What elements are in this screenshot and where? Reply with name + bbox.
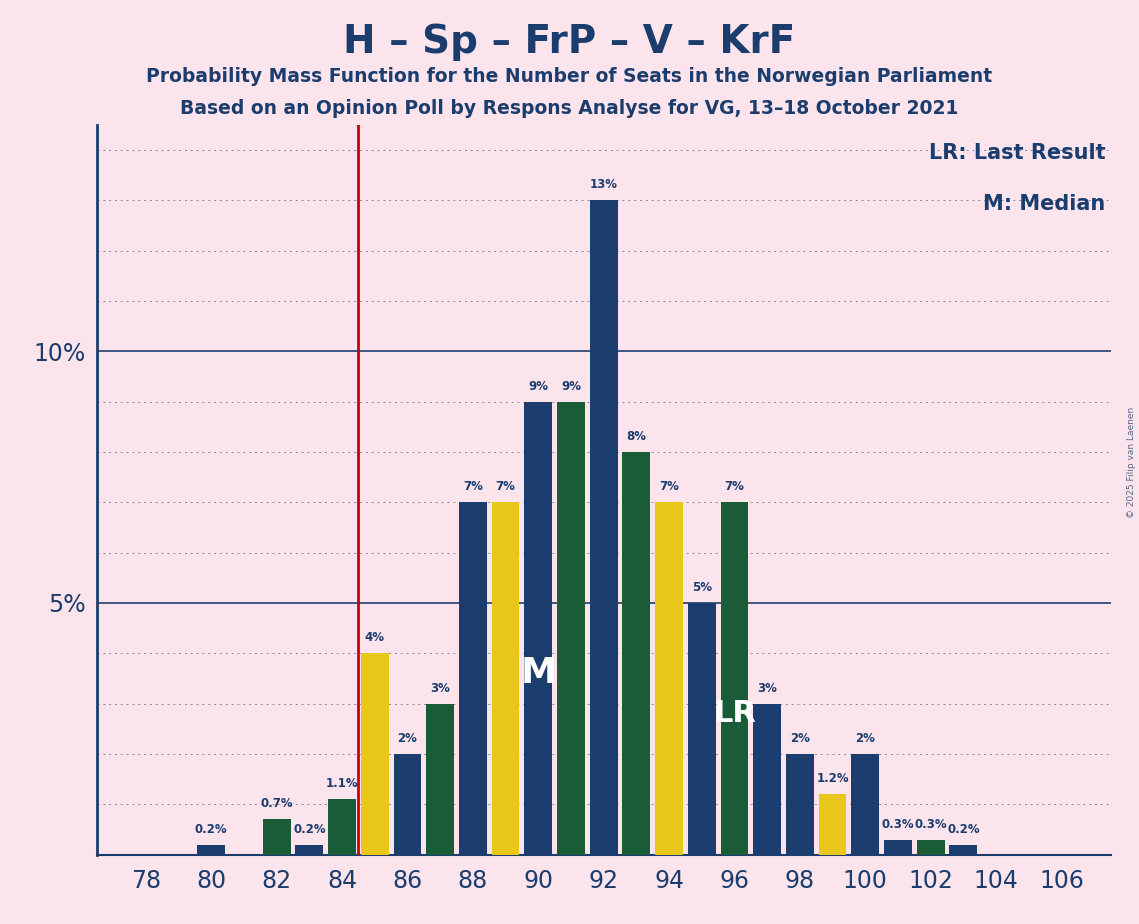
Bar xyxy=(295,845,323,855)
Text: 9%: 9% xyxy=(528,380,548,393)
Text: Based on an Opinion Poll by Respons Analyse for VG, 13–18 October 2021: Based on an Opinion Poll by Respons Anal… xyxy=(180,99,959,118)
Text: 2%: 2% xyxy=(790,732,810,745)
Bar xyxy=(590,201,617,855)
Bar xyxy=(459,503,486,855)
Text: 7%: 7% xyxy=(462,480,483,493)
Text: 2%: 2% xyxy=(398,732,417,745)
Text: 9%: 9% xyxy=(562,380,581,393)
Bar xyxy=(623,452,650,855)
Bar xyxy=(884,840,912,855)
Bar xyxy=(263,820,290,855)
Bar xyxy=(753,704,781,855)
Text: 2%: 2% xyxy=(855,732,875,745)
Text: 7%: 7% xyxy=(659,480,679,493)
Text: 0.2%: 0.2% xyxy=(195,822,228,835)
Text: 3%: 3% xyxy=(431,682,450,695)
Bar xyxy=(786,754,813,855)
Bar xyxy=(328,799,357,855)
Text: Probability Mass Function for the Number of Seats in the Norwegian Parliament: Probability Mass Function for the Number… xyxy=(147,67,992,87)
Text: LR: LR xyxy=(713,699,756,728)
Text: M: M xyxy=(521,656,556,690)
Text: 7%: 7% xyxy=(724,480,745,493)
Bar xyxy=(688,603,715,855)
Text: 0.2%: 0.2% xyxy=(293,822,326,835)
Bar xyxy=(721,503,748,855)
Text: 8%: 8% xyxy=(626,430,646,443)
Text: 1.1%: 1.1% xyxy=(326,777,359,790)
Text: 0.3%: 0.3% xyxy=(915,818,947,831)
Bar xyxy=(197,845,226,855)
Text: 0.3%: 0.3% xyxy=(882,818,915,831)
Bar xyxy=(819,795,846,855)
Text: 0.2%: 0.2% xyxy=(947,822,980,835)
Bar xyxy=(492,503,519,855)
Bar xyxy=(394,754,421,855)
Text: © 2025 Filip van Laenen: © 2025 Filip van Laenen xyxy=(1126,407,1136,517)
Text: 7%: 7% xyxy=(495,480,516,493)
Bar xyxy=(361,653,388,855)
Text: LR: Last Result: LR: Last Result xyxy=(928,143,1106,163)
Text: 3%: 3% xyxy=(757,682,777,695)
Bar xyxy=(917,840,944,855)
Text: 4%: 4% xyxy=(364,631,385,644)
Bar xyxy=(851,754,879,855)
Bar xyxy=(524,402,552,855)
Bar xyxy=(426,704,454,855)
Bar xyxy=(655,503,683,855)
Text: 0.7%: 0.7% xyxy=(261,797,293,810)
Text: M: Median: M: Median xyxy=(983,194,1106,214)
Text: H – Sp – FrP – V – KrF: H – Sp – FrP – V – KrF xyxy=(343,23,796,61)
Bar xyxy=(557,402,584,855)
Bar xyxy=(950,845,977,855)
Text: 1.2%: 1.2% xyxy=(817,772,849,785)
Text: 5%: 5% xyxy=(691,581,712,594)
Text: 13%: 13% xyxy=(590,178,617,191)
